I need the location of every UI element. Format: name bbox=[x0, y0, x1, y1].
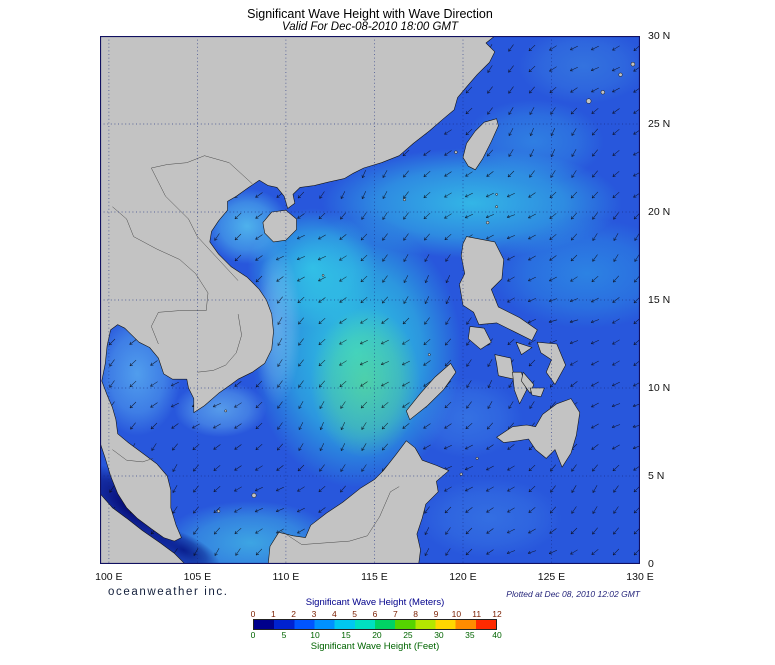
y-tick-label: 5 N bbox=[648, 470, 665, 482]
colorbar-meters-tick: 5 bbox=[352, 609, 358, 619]
colorbar-feet-tick: 25 bbox=[403, 630, 413, 640]
x-tick-label: 115 E bbox=[361, 571, 388, 583]
y-tick-label: 0 bbox=[648, 558, 654, 570]
colorbar-meters-tick: 12 bbox=[492, 609, 502, 619]
colorbar-meters-tick: 11 bbox=[472, 609, 482, 619]
y-tick-label: 30 N bbox=[648, 30, 671, 42]
colorbar-meters-ticks: 0 1 2 3 4 5 6 7 8 9 10 11 12 bbox=[250, 609, 502, 619]
colorbar-meters-tick: 4 bbox=[331, 609, 337, 619]
colorbar-meters-tick: 3 bbox=[311, 609, 317, 619]
colorbar-meters-tick: 9 bbox=[433, 609, 439, 619]
colorbar-title-meters: Significant Wave Height (Meters) bbox=[305, 597, 445, 608]
plot-title: Significant Wave Height with Wave Direct… bbox=[247, 7, 493, 21]
colorbar-feet-tick: 40 bbox=[492, 630, 502, 640]
x-tick-label: 120 E bbox=[449, 571, 477, 583]
map-canvas bbox=[100, 36, 640, 564]
colorbar-feet-tick: 20 bbox=[372, 630, 382, 640]
colorbar-feet-tick: 5 bbox=[281, 630, 287, 640]
colorbar-meters-tick: 1 bbox=[270, 609, 276, 619]
plotted-timestamp: Plotted at Dec 08, 2010 12:02 GMT bbox=[506, 589, 640, 599]
x-tick-label: 130 E bbox=[626, 571, 654, 583]
colorbar-feet-tick: 30 bbox=[434, 630, 444, 640]
colorbar-meters-tick: 8 bbox=[413, 609, 419, 619]
colorbar-feet-tick: 35 bbox=[465, 630, 475, 640]
y-tick-label: 10 N bbox=[648, 382, 671, 394]
colorbar-feet-tick: 15 bbox=[341, 630, 351, 640]
colorbar-feet-tick: 0 bbox=[250, 630, 256, 640]
colorbar-meters-tick: 7 bbox=[392, 609, 398, 619]
colorbar-meters-tick: 10 bbox=[451, 609, 462, 619]
x-tick-label: 105 E bbox=[183, 571, 212, 583]
colorbar-feet-ticks: 0 5 10 15 20 25 30 35 40 bbox=[250, 630, 502, 640]
colorbar-meters-tick: 0 bbox=[250, 609, 256, 619]
map-area bbox=[100, 36, 640, 564]
plot-subtitle: Valid For Dec-08-2010 18:00 GMT bbox=[282, 21, 458, 33]
colorbar-meters-tick: 6 bbox=[372, 609, 378, 619]
colorbar-meters-tick: 2 bbox=[291, 609, 297, 619]
oceanweather-credit: oceanweather inc. bbox=[108, 586, 229, 598]
colorbar-gradient-bar bbox=[253, 619, 497, 630]
colorbar-title-feet: Significant Wave Height (Feet) bbox=[310, 641, 440, 652]
colorbar-feet-tick: 10 bbox=[310, 630, 320, 640]
y-tick-label: 25 N bbox=[648, 118, 671, 130]
x-tick-label: 125 E bbox=[537, 571, 566, 583]
x-tick-label: 100 E bbox=[95, 571, 123, 583]
y-tick-label: 15 N bbox=[648, 294, 671, 306]
y-tick-label: 20 N bbox=[648, 206, 671, 218]
x-tick-label: 110 E bbox=[272, 571, 300, 583]
